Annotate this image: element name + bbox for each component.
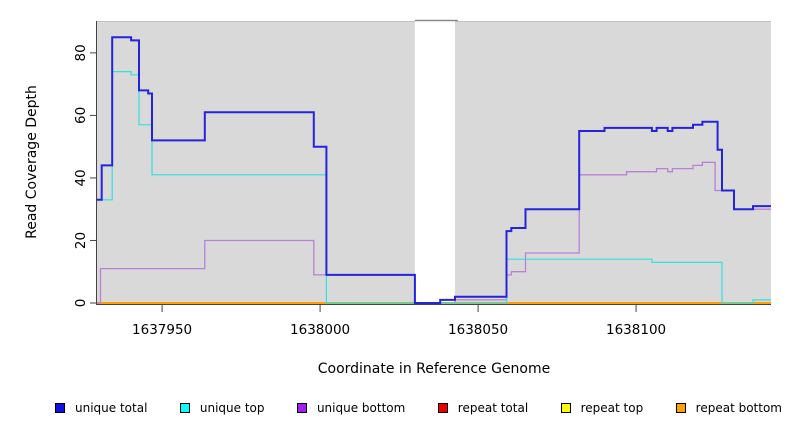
- series-line-unique-total: [97, 36, 771, 304]
- y-tick-label: 0: [73, 299, 89, 308]
- y-tick-label: 80: [73, 44, 89, 61]
- x-axis-title: Coordinate in Reference Genome: [317, 361, 551, 377]
- legend-item-repeat-total: repeat total: [437, 401, 529, 415]
- legend-item-unique-bottom: unique bottom: [296, 401, 406, 415]
- legend-swatch-repeat-bottom: [675, 403, 686, 413]
- covered-region-right: [455, 21, 771, 305]
- legend-item-repeat-top: repeat top: [560, 401, 644, 415]
- legend-item-unique-top: unique top: [179, 401, 265, 415]
- legend-item-unique-total: unique total: [55, 401, 147, 415]
- x-tick-label: 1638100: [606, 322, 666, 338]
- y-tick-label: 20: [73, 232, 89, 249]
- legend-swatch-unique-top: [179, 403, 190, 413]
- legend-swatch-repeat-total: [437, 403, 448, 413]
- series-line-unique-bottom: [97, 161, 771, 304]
- legend-label: unique top: [199, 401, 265, 415]
- legend-label: repeat total: [457, 401, 529, 415]
- legend-label: unique bottom: [316, 401, 406, 415]
- x-tick-label: 1638050: [448, 322, 508, 338]
- x-tick-label: 1637950: [132, 322, 192, 338]
- covered-region-left: [97, 21, 415, 305]
- y-tick-label: 40: [73, 169, 89, 186]
- legend-swatch-unique-total: [55, 403, 65, 413]
- legend: unique total unique top unique bottom repea…: [55, 401, 782, 415]
- legend-label: repeat top: [580, 401, 644, 415]
- legend-item-repeat-bottom: repeat bottom: [675, 401, 782, 415]
- legend-label: repeat bottom: [695, 401, 782, 415]
- legend-label: unique total: [75, 401, 148, 415]
- x-tick-label: 1638000: [290, 322, 350, 338]
- legend-swatch-unique-bottom: [296, 403, 307, 413]
- y-tick-label: 60: [73, 107, 89, 124]
- y-axis-title: Read Coverage Depth: [24, 85, 40, 239]
- legend-swatch-repeat-top: [560, 403, 571, 413]
